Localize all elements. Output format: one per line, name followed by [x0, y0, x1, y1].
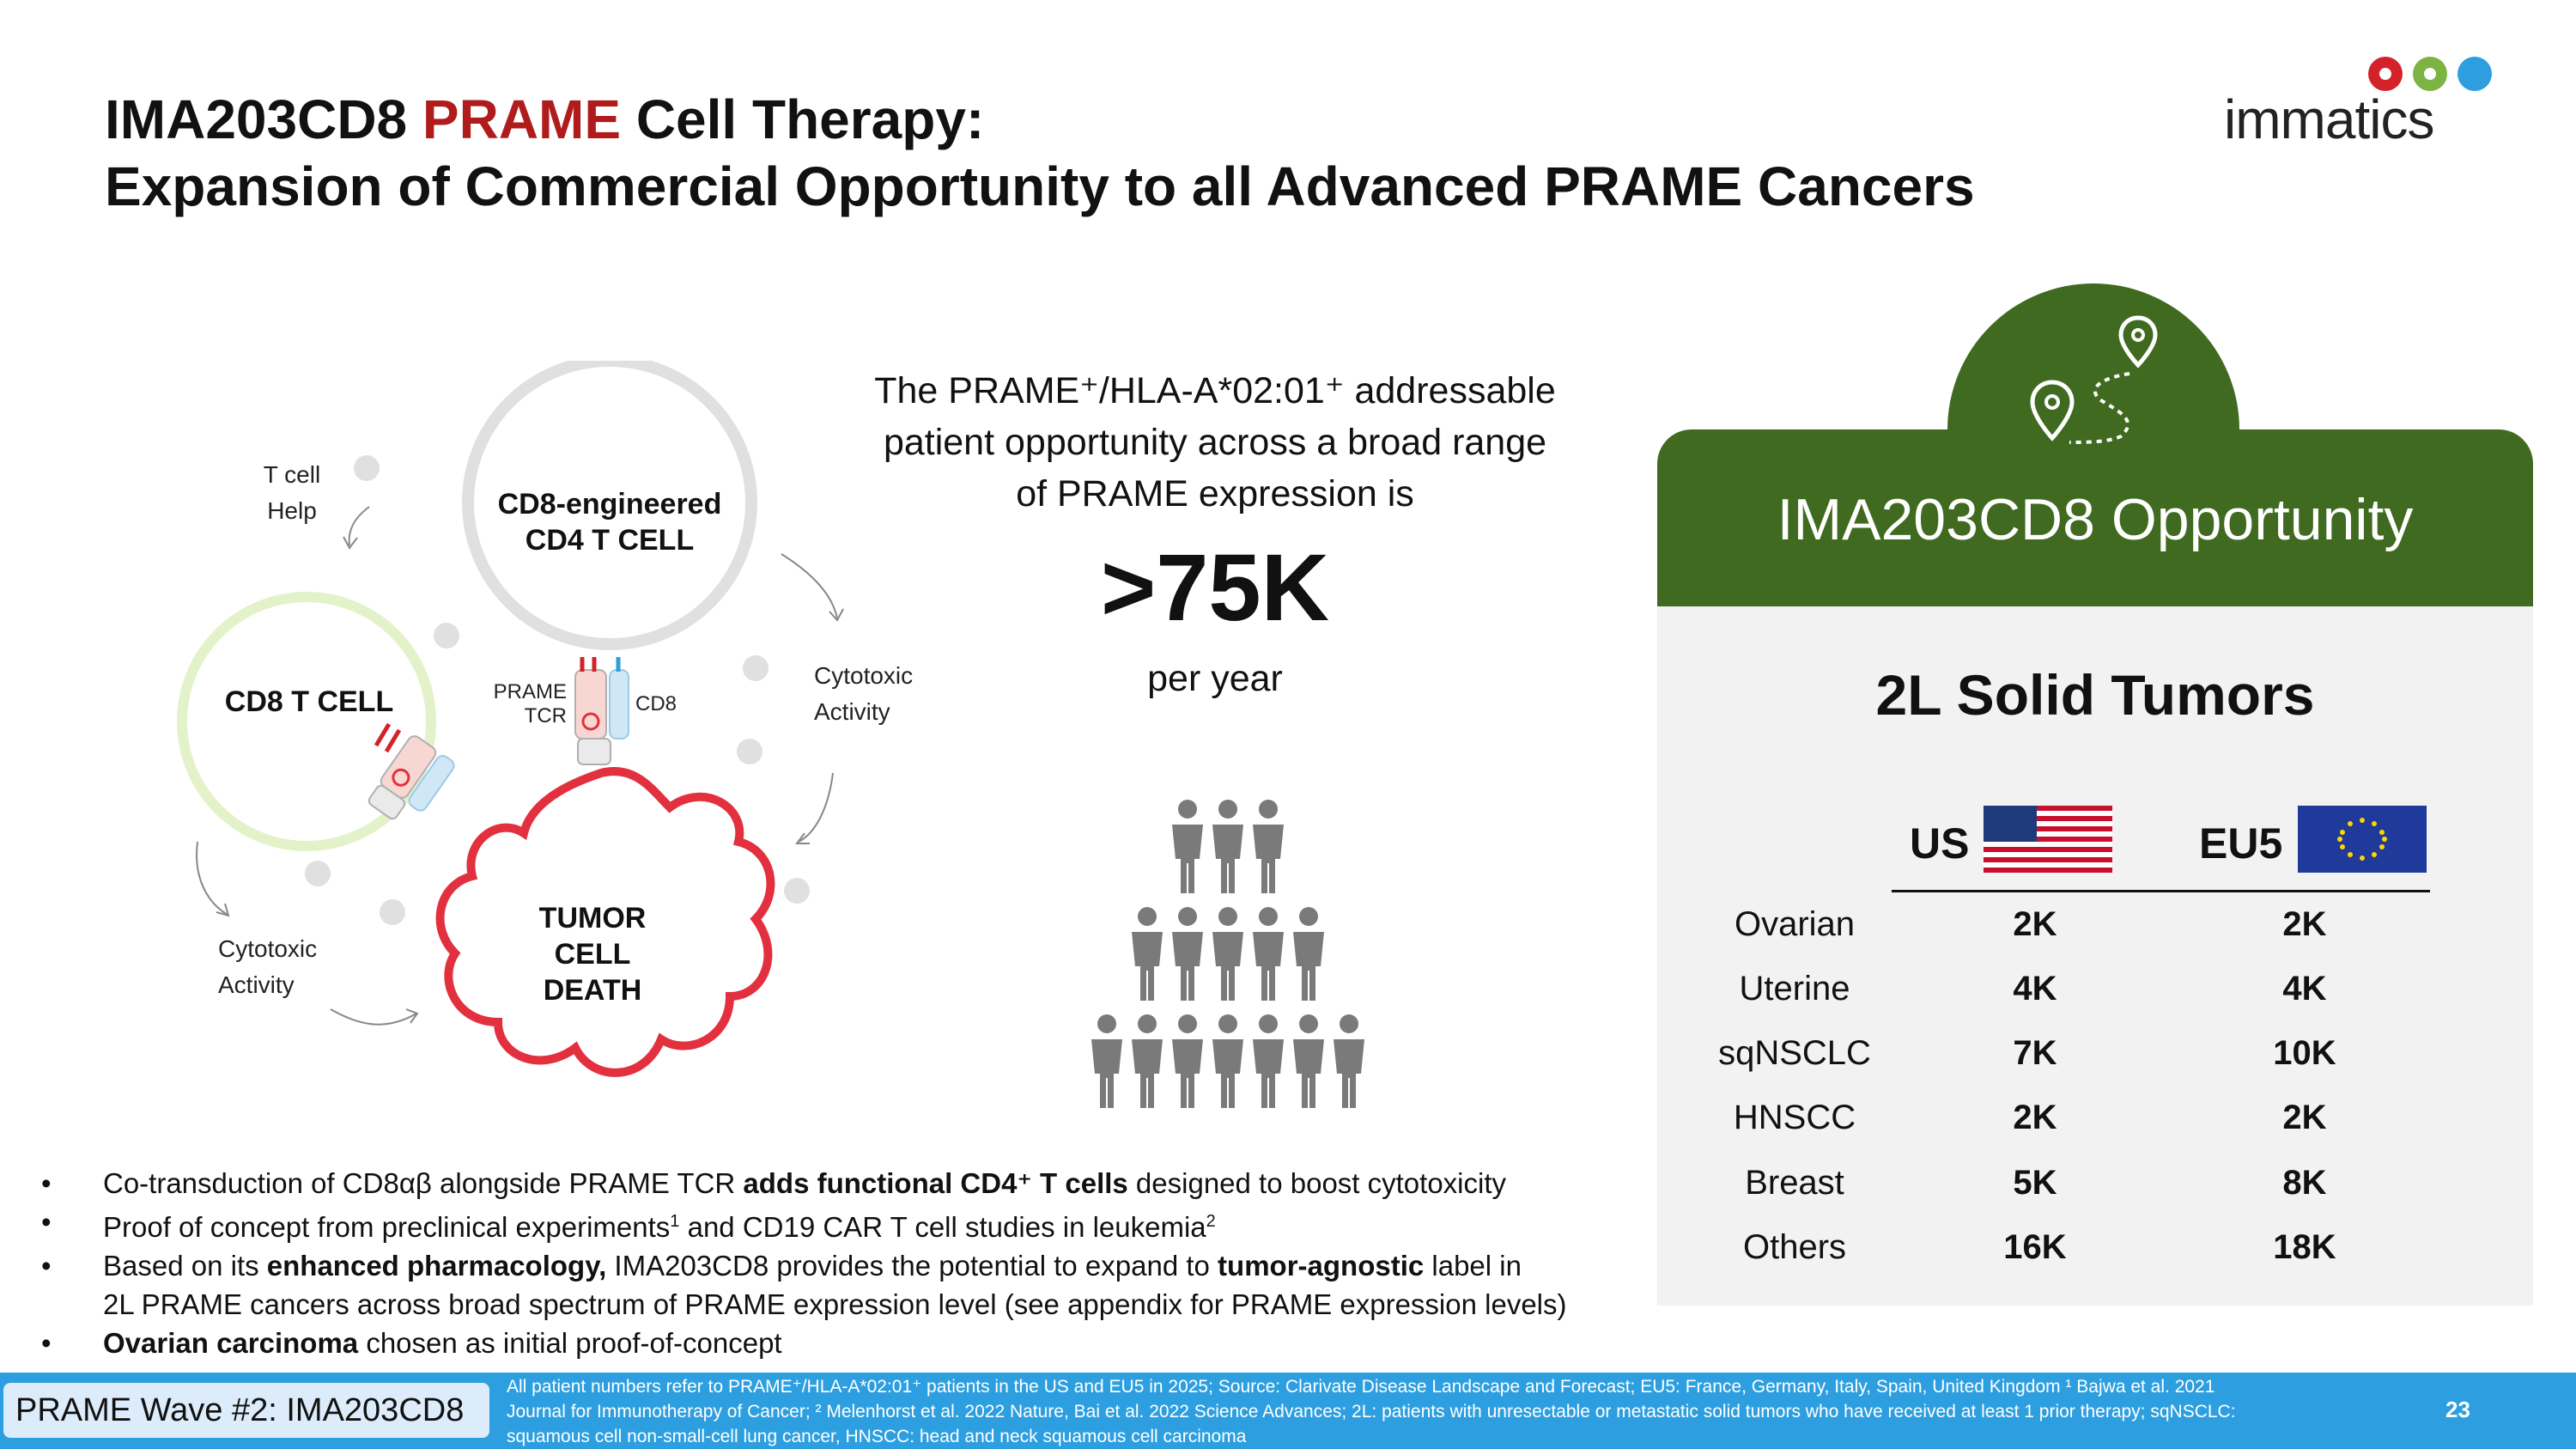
cytotoxic-left-label: Cytotoxic Activity — [218, 935, 318, 998]
person-icon — [1172, 800, 1203, 893]
person-icon — [1253, 907, 1284, 1001]
section-tag — [3, 1383, 489, 1438]
cytotoxic-right-label: Cytotoxic Activity — [814, 662, 914, 725]
footnote: All patient numbers refer to PRAME⁺/HLA-… — [507, 1377, 2236, 1446]
bullet-4: • Ovarian carcinoma chosen as initial pro… — [41, 1327, 782, 1359]
bullet-3: • Based on its enhanced pharmacology, IMA… — [41, 1250, 1567, 1320]
person-icon — [1212, 800, 1243, 893]
row-value-eu5: 18K — [2273, 1228, 2336, 1266]
slide-title: IMA203CD8 PRAME Cell Therapy: Expansion … — [105, 86, 1975, 220]
title-accent: PRAME — [422, 88, 622, 150]
title-line-1: IMA203CD8 PRAME Cell Therapy: — [105, 88, 985, 150]
row-value-eu5: 2K — [2282, 905, 2327, 943]
page-number: 23 — [2445, 1397, 2470, 1422]
patient-count-unit: per year — [1147, 658, 1283, 699]
person-icon — [1132, 1014, 1163, 1108]
table-header-divider — [1892, 890, 2430, 892]
row-label: Ovarian — [1734, 905, 1856, 943]
column-header-us: US — [1910, 819, 1970, 868]
section-tag-label: PRAME Wave #2: IMA203CD8 — [15, 1392, 465, 1428]
cd4-cell-shape — [462, 361, 757, 650]
immatics-logo: immatics — [2224, 52, 2499, 155]
person-icon — [1172, 1014, 1203, 1108]
person-icon — [1293, 907, 1324, 1001]
column-header-eu5: EU5 — [2199, 819, 2283, 868]
t-cell-help-label: T cell Help — [263, 461, 321, 524]
row-label: Uterine — [1739, 970, 1850, 1008]
row-value-us: 4K — [2013, 970, 2057, 1008]
eu-flag-icon — [2298, 806, 2427, 873]
cd8-coreceptor-label: CD8 — [635, 692, 677, 715]
row-value-eu5: 8K — [2282, 1164, 2327, 1202]
person-icon — [1212, 907, 1243, 1001]
person-icon — [1091, 1014, 1122, 1108]
opportunity-panel — [1657, 601, 2533, 1306]
title-line-2: Expansion of Commercial Opportunity to a… — [105, 155, 1975, 217]
tumor-cell-shape — [435, 767, 775, 1077]
row-value-us: 5K — [2013, 1164, 2057, 1202]
diagram-graphics — [177, 361, 844, 1077]
bullet-2: • Proof of concept from preclinical exper… — [41, 1206, 1216, 1243]
cd4-cell-label: CD8-engineered CD4 T CELL — [497, 488, 722, 557]
people-pyramid-icon — [1073, 790, 1382, 1117]
row-value-eu5: 2K — [2282, 1099, 2327, 1136]
person-icon — [1212, 1014, 1243, 1108]
logo-wordmark: immatics — [2224, 88, 2434, 150]
opportunity-description: The PRAME⁺/HLA-A*02:01⁺ addressable pati… — [874, 370, 1556, 514]
row-label: HNSCC — [1733, 1099, 1856, 1136]
row-value-us: 2K — [2013, 905, 2057, 943]
row-value-us: 7K — [2013, 1034, 2057, 1072]
us-flag-icon — [1984, 806, 2112, 873]
panel-header — [1657, 429, 2533, 606]
row-label: sqNSCLC — [1718, 1034, 1871, 1072]
person-icon — [1334, 1014, 1364, 1108]
person-icon — [1132, 907, 1163, 1001]
logo-dots-icon — [2368, 57, 2492, 91]
person-icon — [1253, 800, 1284, 893]
person-icon — [1293, 1014, 1324, 1108]
row-value-eu5: 4K — [2282, 970, 2327, 1008]
patient-count: >75K — [1100, 535, 1330, 641]
cd8-cell-label: CD8 T CELL — [224, 685, 394, 718]
map-route-icon — [2026, 309, 2164, 455]
cell-therapy-diagram: CD8-engineered CD4 T CELL CD8 T CELL TUM… — [155, 361, 927, 1117]
row-value-us: 16K — [2003, 1228, 2067, 1266]
row-value-us: 2K — [2013, 1099, 2057, 1136]
row-label: Breast — [1745, 1164, 1844, 1202]
bullet-1: • Co-transduction of CD8αβ alongside PRAM… — [41, 1167, 1507, 1199]
row-label: Others — [1742, 1228, 1847, 1266]
prame-tcr-label: PRAME TCR — [493, 680, 567, 728]
tumor-cell-label: TUMOR CELL DEATH — [538, 902, 647, 1007]
bullet-list: • Co-transduction of CD8αβ alongside PRAM… — [41, 1164, 1673, 1362]
cd8-cell-shape — [177, 592, 436, 851]
panel-title: IMA203CD8 Opportunity — [1777, 487, 2414, 552]
person-icon — [1172, 907, 1203, 1001]
row-value-eu5: 10K — [2273, 1034, 2336, 1072]
person-icon — [1253, 1014, 1284, 1108]
section-title: 2L Solid Tumors — [1875, 663, 2315, 727]
